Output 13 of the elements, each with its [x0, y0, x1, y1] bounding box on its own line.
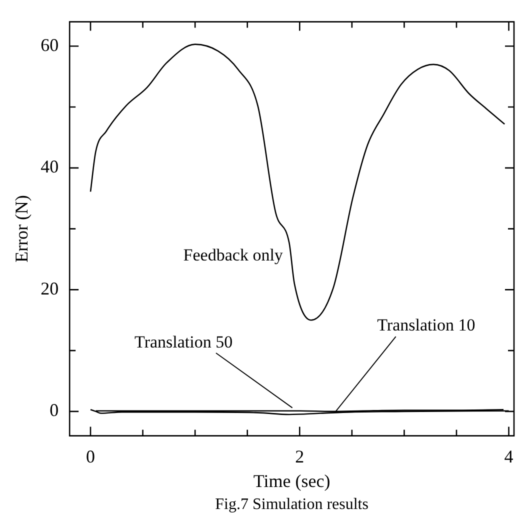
y-tick-label: 40: [40, 156, 59, 177]
caption: Fig.7 Simulation results: [215, 496, 368, 514]
x-tick-label: 2: [295, 446, 304, 466]
text: Translation 10: [377, 316, 476, 335]
text: Translation 50: [134, 332, 233, 352]
y-tick-label: 0: [50, 400, 59, 420]
series-label: Feedback only: [183, 246, 284, 265]
x-tick-label: 4: [504, 446, 514, 466]
y-tick-label: 60: [40, 34, 59, 55]
y-tick-label: 20: [40, 278, 59, 298]
x-tick-label: 0: [86, 446, 96, 466]
x-axis-title: Time (sec): [253, 470, 330, 491]
y-axis-title: Error (N): [12, 195, 32, 263]
